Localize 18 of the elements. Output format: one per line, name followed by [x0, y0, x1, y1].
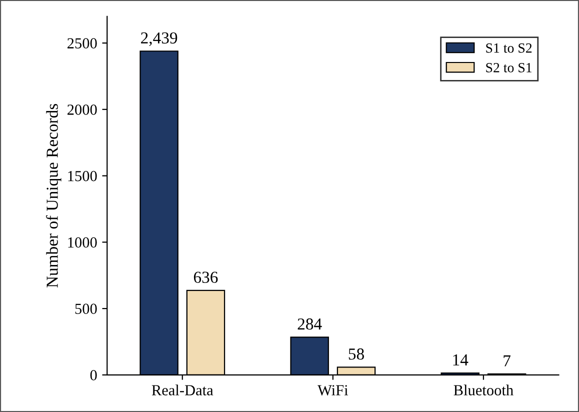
y-tick-label: 0 [90, 370, 97, 380]
x-tick-label: Bluetooth [454, 384, 514, 396]
y-tick-label: 2500 [68, 38, 97, 48]
data-label: 284 [298, 318, 322, 330]
x-tick-label: Real-Data [152, 384, 214, 396]
legend-label: S1 to S2 [486, 43, 532, 53]
y-tick-label: 1000 [68, 237, 97, 248]
y-axis-title: Number of Unique Records [46, 104, 62, 288]
y-tick-label: 500 [75, 304, 97, 314]
data-label: 7 [504, 355, 510, 366]
y-tick-label: 2000 [68, 104, 97, 115]
legend-label: S2 to S1 [486, 63, 532, 72]
data-label: 58 [348, 348, 364, 360]
data-label: 2,439 [141, 32, 178, 46]
y-tick-label: 1500 [68, 170, 97, 182]
data-label: 636 [194, 272, 218, 283]
data-label: 14 [453, 354, 468, 366]
x-tick-label: WiFi [318, 385, 348, 396]
